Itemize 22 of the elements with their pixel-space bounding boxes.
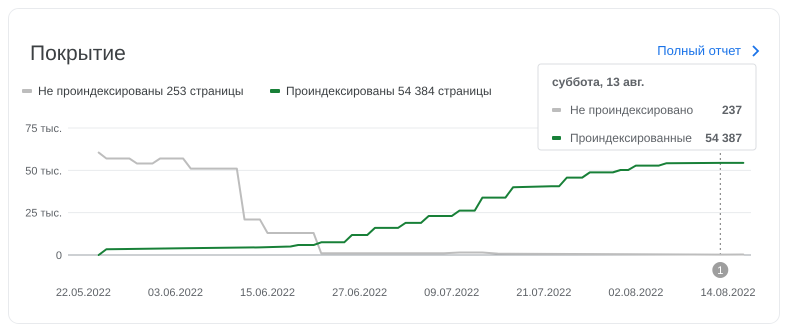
y-tick-label: 75 тыс. [25,123,62,135]
text: 237 [722,103,742,117]
text: 1 [717,265,724,277]
x-tick-label: 14.08.2022 [700,287,756,299]
y-tick-label: 0 [56,250,62,262]
y-tick-label: 50 тыс. [25,165,62,178]
x-tick-label: 27.06.2022 [332,287,388,299]
annotation: 54 387 [705,131,742,145]
y-tick-label: 25 тыс. [25,208,62,220]
x-tick-label: 15.06.2022 [240,287,296,299]
x-tick-label: 09.07.2022 [424,287,480,299]
text: суббота, 13 авг. [552,75,644,89]
legend-label: Проиндексированы 54 384 страницы [286,84,492,98]
text: Не проиндексировано [570,103,694,117]
annotation: Проиндексированные [570,131,692,145]
x-tick-label: 22.05.2022 [56,287,111,299]
legend-label: Не проиндексированы 253 страницы [38,84,244,98]
text: Полный отчет [657,43,742,58]
chart-title: Покрытие [30,42,126,65]
x-tick-label: 03.06.2022 [148,287,203,299]
x-tick-label: 21.07.2022 [516,287,572,299]
x-tick-label: 02.08.2022 [608,287,664,299]
